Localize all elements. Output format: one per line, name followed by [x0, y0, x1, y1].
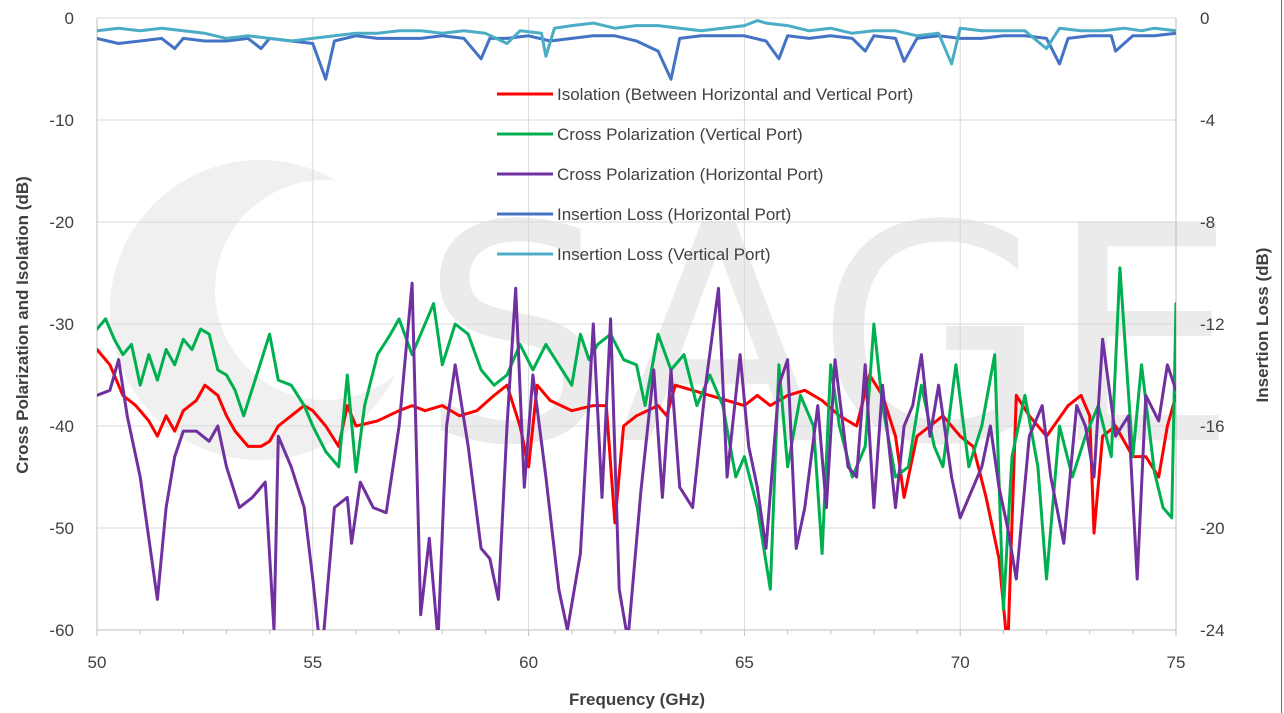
series-line-5	[97, 19, 1176, 66]
y-left-tick-label: -60	[49, 621, 74, 640]
y-right-tick-label: -12	[1200, 315, 1225, 334]
x-tick-label: 55	[303, 653, 322, 672]
watermark-circle-cutout	[215, 180, 435, 400]
y-right-tick-label: 0	[1200, 9, 1209, 28]
series-line-4	[97, 31, 1176, 81]
series-line-1	[97, 348, 1176, 630]
legend-label-3: Cross Polarization (Horizontal Port)	[557, 165, 823, 184]
x-tick-label: 75	[1167, 653, 1186, 672]
y-left-tick-label: -10	[49, 111, 74, 130]
x-tick-label: 60	[519, 653, 538, 672]
x-axis-ticks: 50 55 60 65 70 75	[88, 653, 1186, 672]
y-left-tick-label: -50	[49, 519, 74, 538]
y-left-tick-label: -30	[49, 315, 74, 334]
y-axis-right-ticks: 0 -4 -8 -12 -16 -20 -24	[1200, 9, 1225, 640]
x-tick-label: 65	[735, 653, 754, 672]
x-axis-title: Frequency (GHz)	[569, 690, 705, 709]
y-right-tick-label: -4	[1200, 111, 1215, 130]
y-left-tick-label: 0	[65, 9, 74, 28]
series-line-3	[97, 281, 1176, 630]
y-right-tick-label: -8	[1200, 213, 1215, 232]
y-axis-left-title: Cross Polarization and Isolation (dB)	[13, 176, 32, 474]
legend-label-5: Insertion Loss (Vertical Port)	[557, 245, 771, 264]
legend-label-4: Insertion Loss (Horizontal Port)	[557, 205, 791, 224]
y-right-tick-label: -24	[1200, 621, 1225, 640]
y-left-tick-label: -20	[49, 213, 74, 232]
legend: Isolation (Between Horizontal and Vertic…	[497, 85, 913, 264]
y-axis-right-title: Insertion Loss (dB)	[1253, 248, 1272, 403]
legend-label-2: Cross Polarization (Vertical Port)	[557, 125, 803, 144]
y-left-tick-label: -40	[49, 417, 74, 436]
y-right-tick-label: -20	[1200, 519, 1225, 538]
y-axis-left-ticks: 0 -10 -20 -30 -40 -50 -60	[49, 9, 74, 640]
y-right-tick-label: -16	[1200, 417, 1225, 436]
series-layer	[97, 19, 1176, 630]
legend-label-1: Isolation (Between Horizontal and Vertic…	[557, 85, 913, 104]
x-tick-label: 70	[951, 653, 970, 672]
x-tick-label: 50	[88, 653, 107, 672]
